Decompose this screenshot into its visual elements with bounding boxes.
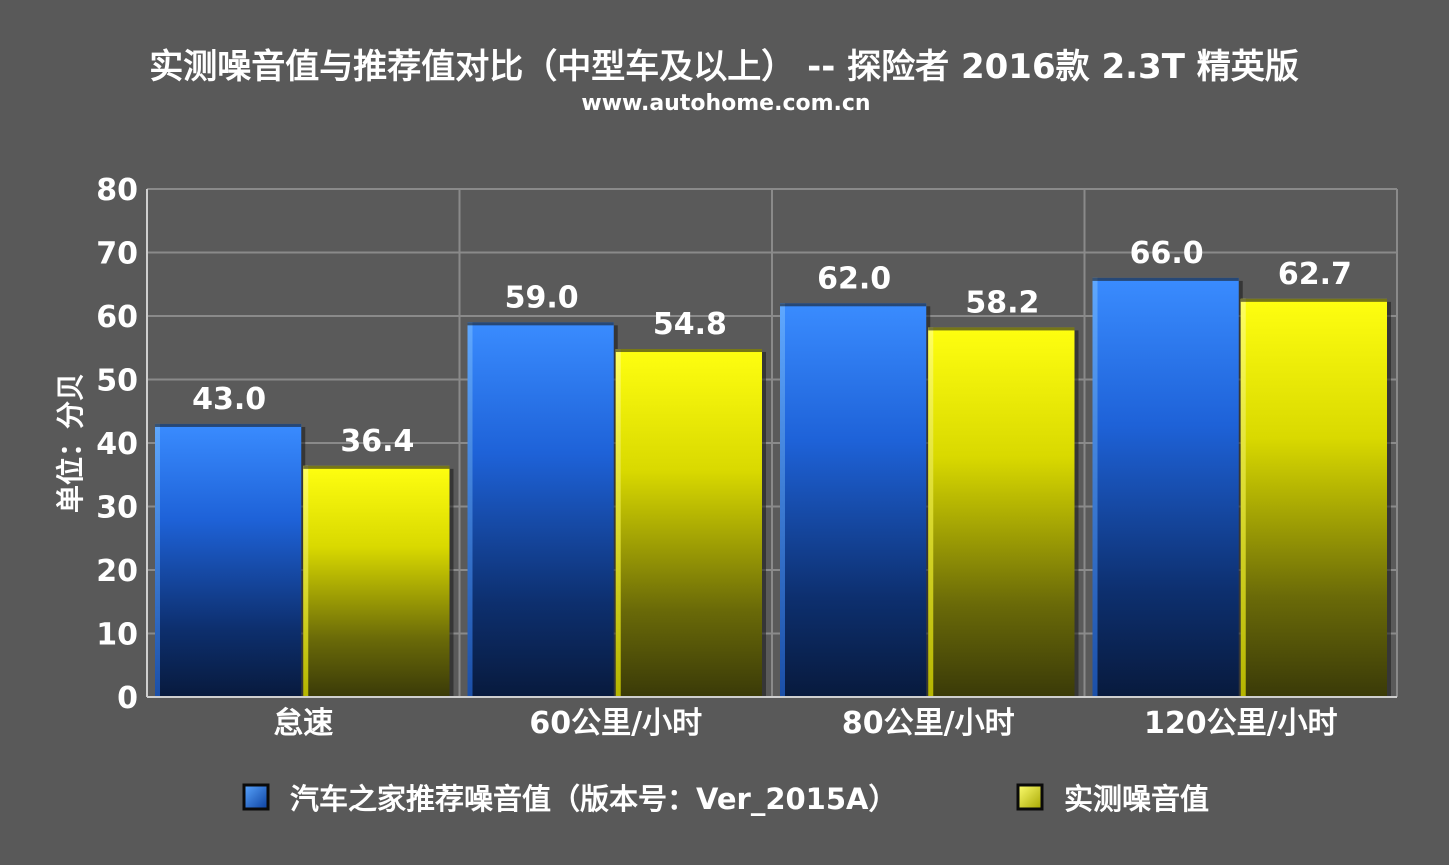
bar-highlight [615, 349, 621, 697]
bar-body [928, 327, 1075, 697]
legend-label-measured: 实测噪音值 [1064, 782, 1209, 816]
bar-body [303, 465, 450, 697]
bar-body [780, 303, 927, 697]
legend-label-recommended: 汽车之家推荐噪音值（版本号：Ver_2015A） [290, 782, 898, 816]
bar-body [155, 423, 302, 697]
value-label: 59.0 [505, 280, 579, 315]
legend-item-measured: 实测噪音值 [1016, 782, 1209, 816]
bar-highlight [467, 322, 473, 697]
legend: 汽车之家推荐噪音值（版本号：Ver_2015A） 实测噪音值 [242, 782, 1209, 816]
bar-top-edge [303, 465, 450, 469]
y-tick-label: 50 [96, 364, 138, 399]
value-label: 62.7 [1278, 257, 1352, 292]
bar-highlight [928, 327, 934, 697]
bar-top-edge [615, 349, 762, 353]
y-tick-labels: 0 10 20 30 40 50 60 70 80 [96, 173, 138, 716]
y-tick-label: 40 [96, 427, 138, 462]
bar-top-edge [467, 322, 614, 326]
bar-measured-1 [615, 349, 766, 697]
bar-top-edge [155, 423, 302, 427]
x-tick-label: 120公里/小时 [1144, 706, 1338, 741]
bar-highlight [155, 423, 160, 697]
value-label: 36.4 [340, 424, 414, 459]
value-label: 62.0 [817, 261, 891, 296]
bar-recommended-0 [155, 423, 306, 697]
x-tick-label: 怠速 [273, 706, 333, 741]
bar-highlight [1240, 298, 1246, 697]
value-label: 58.2 [965, 285, 1039, 320]
y-axis-label: 单位：分贝 [54, 373, 87, 513]
bars [155, 277, 1391, 697]
bar-highlight [1092, 277, 1098, 697]
bar-measured-2 [928, 327, 1079, 697]
bar-highlight [780, 303, 785, 697]
bar-measured-0 [303, 465, 454, 697]
x-tick-label: 80公里/小时 [842, 706, 1015, 741]
value-label: 54.8 [653, 307, 727, 342]
bar-recommended-2 [780, 303, 931, 697]
value-label: 43.0 [192, 382, 266, 417]
y-tick-label: 20 [96, 554, 138, 589]
x-tick-labels: 怠速 60公里/小时 80公里/小时 120公里/小时 [273, 706, 1337, 741]
legend-swatch-measured [1016, 783, 1044, 811]
value-labels: 43.0 36.4 59.0 54.8 62.0 58.2 66.0 62.7 [192, 236, 1352, 459]
bar-body [1092, 277, 1239, 697]
bar-body [1240, 298, 1387, 697]
bar-top-edge [1092, 277, 1239, 281]
legend-item-recommended: 汽车之家推荐噪音值（版本号：Ver_2015A） [242, 782, 898, 816]
x-tick-label: 60公里/小时 [529, 706, 702, 741]
y-tick-label: 60 [96, 300, 138, 335]
chart-subtitle: www.autohome.com.cn [581, 91, 870, 116]
bar-top-edge [928, 327, 1075, 331]
plot-area: 43.0 36.4 59.0 54.8 62.0 58.2 66.0 62.7 [146, 188, 1398, 698]
bar-recommended-3 [1092, 277, 1243, 697]
bar-body [615, 349, 762, 697]
bar-body [467, 322, 614, 697]
y-tick-label: 30 [96, 491, 138, 526]
y-tick-label: 10 [96, 618, 138, 653]
y-tick-label: 0 [117, 681, 138, 716]
bar-recommended-1 [467, 322, 618, 697]
bar-highlight [303, 465, 309, 697]
value-label: 66.0 [1130, 236, 1204, 271]
y-tick-label: 80 [96, 173, 138, 208]
bar-top-edge [780, 303, 927, 307]
bar-measured-3 [1240, 298, 1391, 697]
bar-top-edge [1240, 298, 1387, 302]
chart-title: 实测噪音值与推荐值对比（中型车及以上） -- 探险者 2016款 2.3T 精英… [149, 47, 1298, 87]
legend-swatch-recommended [242, 783, 270, 811]
y-tick-label: 70 [96, 237, 138, 272]
